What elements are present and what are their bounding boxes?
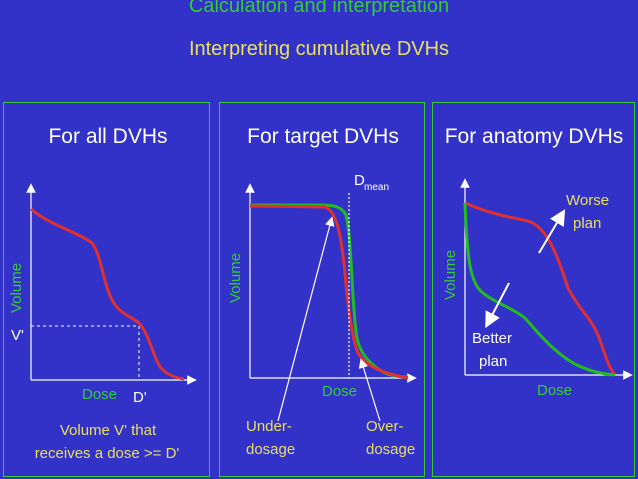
dmean-label: D <box>354 172 365 189</box>
page-title: Calculation and interpretation <box>188 0 450 17</box>
dmean-subscript: mean <box>364 182 389 193</box>
better-plan-arrow <box>485 282 510 329</box>
underdosage-label-line-2: dosage <box>246 441 295 458</box>
caption-line-1: Volume V' that <box>60 422 157 439</box>
panel-title: For all DVHs <box>48 125 167 148</box>
underdosage-arrow <box>277 216 335 422</box>
panel-target-dvhs: For target DVHs Volume D mean Dose Under… <box>219 102 425 477</box>
overdosage-label-line-1: Over- <box>366 418 404 435</box>
y-axis-label: Volume <box>442 250 459 300</box>
x-axis-label: Dose <box>537 382 572 399</box>
red-dvh-curve <box>249 204 409 380</box>
page-subtitle: Interpreting cumulative DVHs <box>188 38 450 60</box>
better-plan-curve <box>463 202 616 377</box>
v-marker-label: V' <box>11 327 24 344</box>
worse-plan-label-line-2: plan <box>573 215 601 232</box>
worse-plan-curve <box>464 201 617 376</box>
worse-plan-label-line-1: Worse <box>566 192 609 209</box>
x-axis-label: Dose <box>82 386 117 403</box>
y-axis-label: Volume <box>8 263 25 313</box>
dvh-curve <box>30 207 185 381</box>
panel-anatomy-dvhs: For anatomy DVHs Volume Worse plan Bette… <box>432 102 635 477</box>
d-marker-label: D' <box>133 389 147 406</box>
underdosage-label-line-1: Under- <box>246 418 292 435</box>
caption-line-2: receives a dose >= D' <box>35 445 180 462</box>
overdosage-arrow <box>358 358 381 422</box>
x-axis-label: Dose <box>322 383 357 400</box>
y-axis-label: Volume <box>227 253 244 303</box>
overdosage-label-line-2: dosage <box>366 441 415 458</box>
better-plan-label-line-2: plan <box>479 353 507 370</box>
better-plan-label-line-1: Better <box>472 330 512 347</box>
panel-title: For anatomy DVHs <box>445 125 624 148</box>
panel-title: For target DVHs <box>247 125 399 148</box>
worse-plan-arrow <box>538 209 566 254</box>
panel-all-dvhs: For all DVHs Volume V' Dose D' Volume V'… <box>3 102 210 477</box>
